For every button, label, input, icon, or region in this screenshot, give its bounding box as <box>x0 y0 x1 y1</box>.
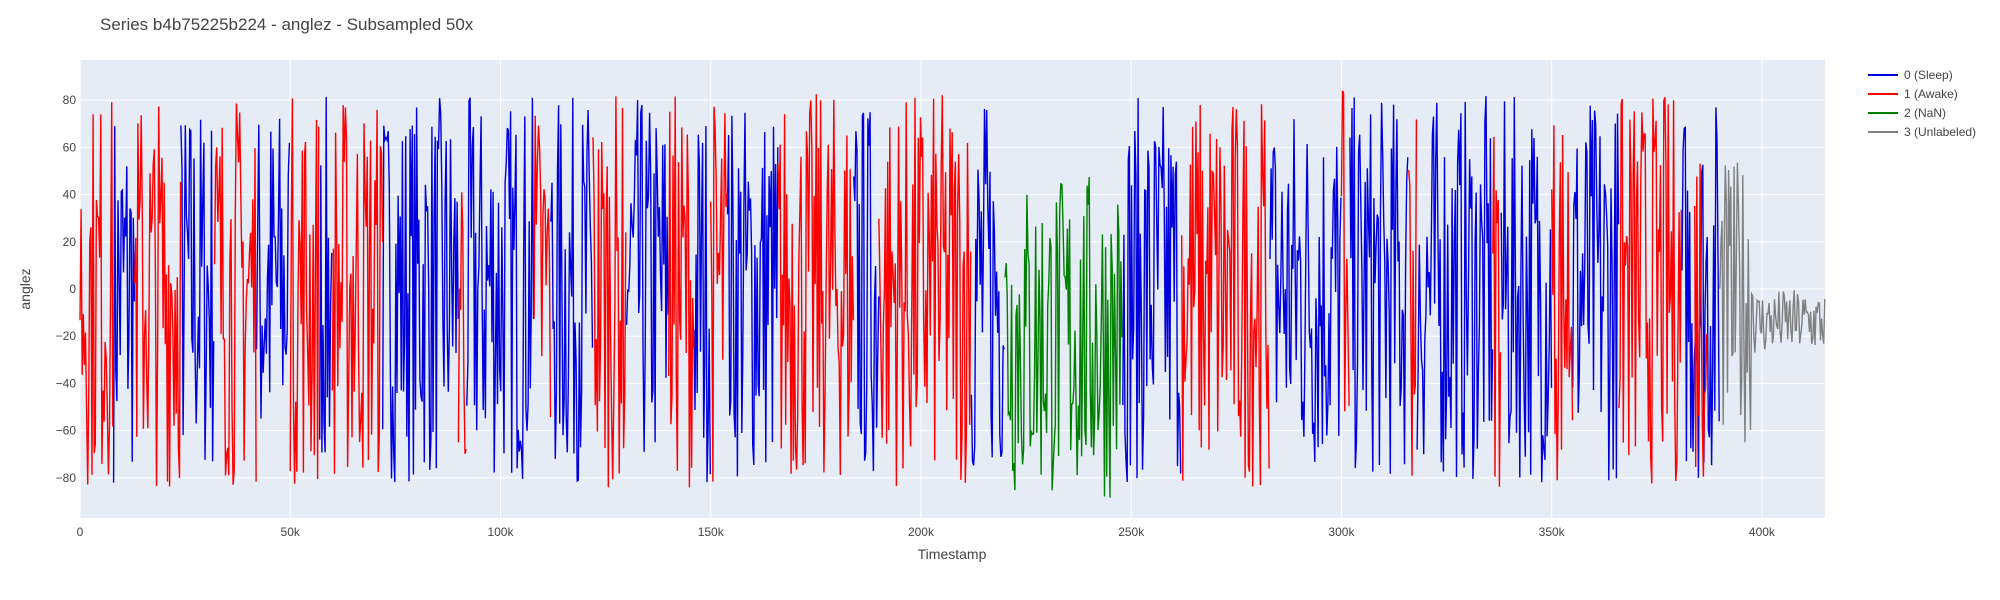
legend-label: 1 (Awake) <box>1904 87 1958 101</box>
x-tick-label: 150k <box>698 525 725 539</box>
y-tick-label: −20 <box>56 329 77 343</box>
y-tick-label: 80 <box>63 93 77 107</box>
chart-title: Series b4b75225b224 - anglez - Subsample… <box>100 15 474 34</box>
x-tick-label: 400k <box>1749 525 1776 539</box>
y-tick-label: 20 <box>63 235 77 249</box>
y-axis-title: anglez <box>17 268 33 309</box>
y-tick-label: −80 <box>56 471 77 485</box>
legend: 0 (Sleep) 1 (Awake) 2 (NaN) 3 (Unlabeled) <box>1868 68 1976 139</box>
y-axis-ticks: −80 −60 −40 −20 0 20 40 60 80 <box>56 93 77 485</box>
y-tick-label: 0 <box>69 282 76 296</box>
x-tick-label: 300k <box>1328 525 1355 539</box>
legend-label: 3 (Unlabeled) <box>1904 125 1976 139</box>
series-line <box>1719 162 1826 443</box>
series-line <box>79 90 1708 488</box>
y-tick-label: 40 <box>63 188 77 202</box>
series-line <box>112 96 1720 483</box>
x-tick-label: 350k <box>1539 525 1566 539</box>
legend-label: 0 (Sleep) <box>1904 68 1953 82</box>
y-tick-label: −60 <box>56 424 77 438</box>
x-axis-title: Timestamp <box>918 546 987 562</box>
y-tick-label: −40 <box>56 376 77 390</box>
series-lines <box>79 90 1826 498</box>
series-line <box>1004 176 1123 498</box>
x-tick-label: 100k <box>487 525 514 539</box>
x-tick-label: 200k <box>908 525 935 539</box>
legend-label: 2 (NaN) <box>1904 106 1946 120</box>
y-tick-label: 60 <box>63 140 77 154</box>
x-tick-label: 250k <box>1118 525 1145 539</box>
x-axis-ticks: 0 50k 100k 150k 200k 250k 300k 350k 400k <box>77 525 1776 539</box>
x-tick-label: 50k <box>281 525 301 539</box>
x-tick-label: 0 <box>77 525 84 539</box>
